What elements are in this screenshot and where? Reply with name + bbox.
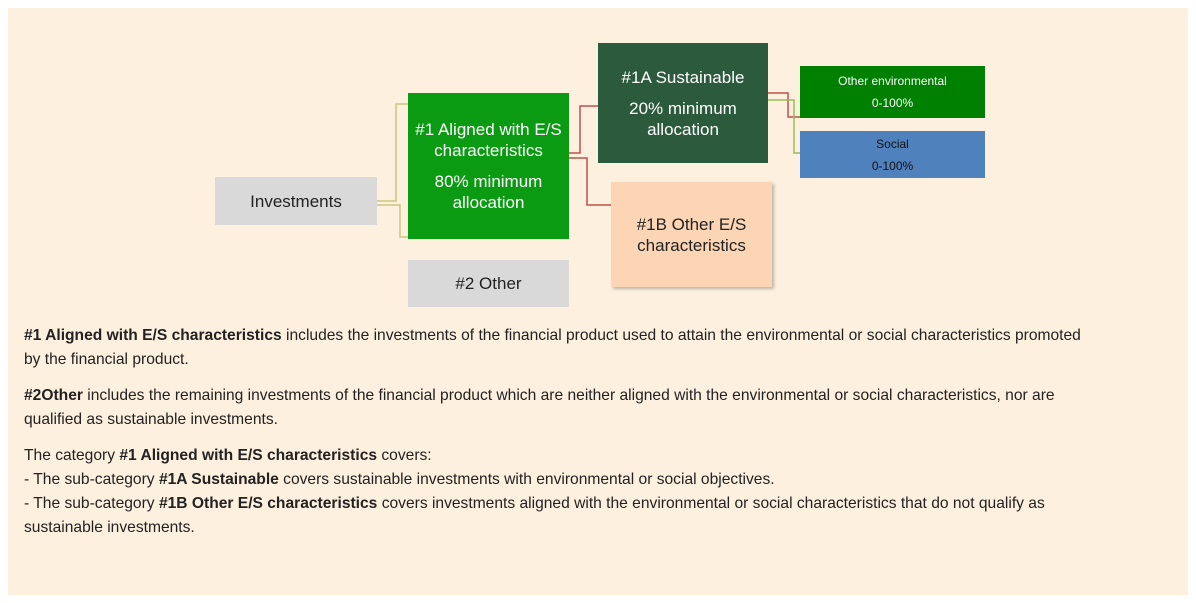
label: 20% minimum allocation [629, 98, 737, 139]
connector [768, 99, 800, 154]
connectors [377, 92, 800, 238]
label: 80% minimum allocation [434, 172, 543, 212]
label: #1A Sustainable [621, 67, 745, 87]
aligned-node: #1 Aligned with E/S characteristics 80% … [408, 93, 569, 239]
label: #1 Aligned with E/S characteristics [415, 120, 562, 160]
label: Social [876, 136, 909, 151]
investments-node: Investments [215, 177, 377, 225]
label: 0-100% [871, 96, 914, 110]
label: 0-100% [871, 158, 914, 173]
note: #2Other includes the remaining investmen… [24, 384, 1094, 432]
notes: #1 Aligned with E/S characteristics incl… [24, 324, 1094, 540]
text: - The sub-category [24, 471, 159, 488]
text: covers investments aligned with the envi… [24, 495, 1045, 536]
note: #1 Aligned with E/S characteristics incl… [24, 324, 1094, 372]
label: Investments [250, 191, 342, 211]
connector [569, 105, 598, 154]
other-node: #2 Other [408, 260, 569, 307]
bold-text: #1A Sustainable [158, 471, 279, 488]
text: includes the remaining investments of th… [24, 387, 1055, 428]
connector [569, 157, 611, 206]
bold-text: #1 Aligned with E/S characteristics [24, 327, 282, 344]
connector [377, 103, 408, 202]
other-es-node: #1B Other E/S characteristics [611, 182, 772, 287]
text: - The sub-category [24, 495, 159, 512]
note: - The sub-category #1A Sustainable cover… [24, 468, 1094, 492]
bold-text: #1 Aligned with E/S characteristics [119, 447, 378, 464]
sustainable-node: #1A Sustainable 20% minimum allocation [598, 43, 768, 163]
label: #2 Other [455, 274, 522, 293]
social-node: Social 0-100% [800, 131, 985, 178]
connector [768, 92, 800, 118]
text: includes the investments of the financia… [24, 327, 1081, 368]
text: covers: [377, 447, 432, 464]
note: The category #1 Aligned with E/S charact… [24, 444, 1094, 468]
text: covers sustainable investments with envi… [278, 471, 775, 488]
connector [377, 204, 408, 238]
environmental-node: Other environmental 0-100% [800, 66, 985, 118]
panel: Investments #1 Aligned with E/S characte… [8, 8, 1188, 595]
bold-text: #2Other [24, 387, 83, 404]
label: #1B Other E/S characteristics [636, 214, 747, 255]
text: The category [24, 447, 120, 464]
label: Other environmental [838, 74, 947, 88]
bold-text: #1B Other E/S characteristics [158, 495, 378, 512]
note: - The sub-category #1B Other E/S charact… [24, 492, 1094, 540]
